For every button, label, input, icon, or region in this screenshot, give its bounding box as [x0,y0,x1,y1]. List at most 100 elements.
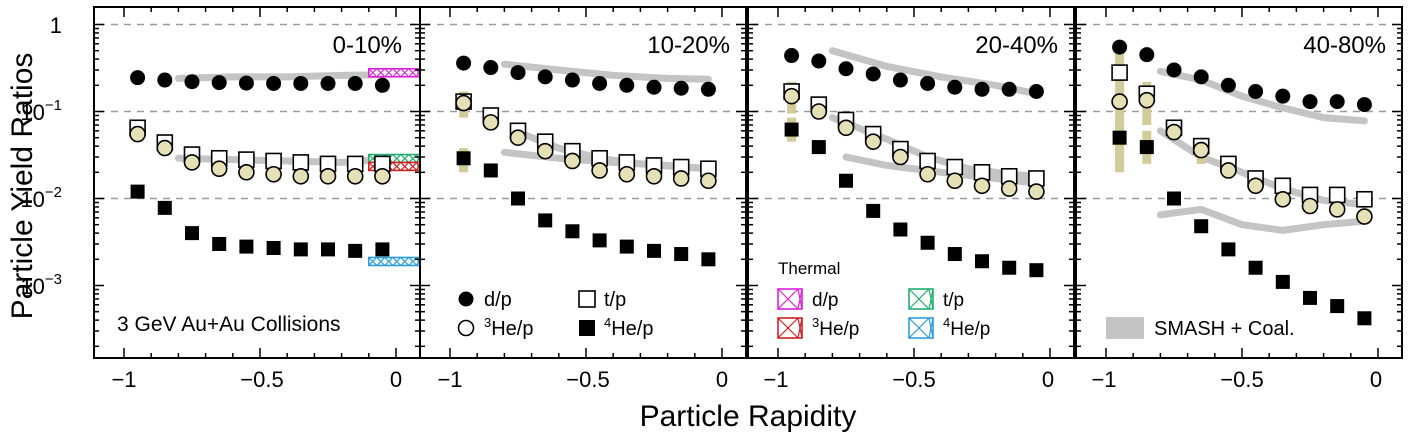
thermal-band-3hep-hatch [400,161,410,171]
point-he3p [346,167,364,185]
point-dp [1356,97,1372,113]
x-tick-label-p3-zero: 0 [1370,367,1382,392]
point-he4p [130,184,145,199]
point-he4p [239,239,254,254]
legend-tp-label: t/p [604,289,626,311]
point-he4p [947,247,962,262]
point-dp [811,53,827,69]
point-he4p [538,213,553,228]
thermal-band-4hep-hatch [400,257,410,266]
point-he4p [1139,140,1154,155]
point-he3p [1192,141,1210,159]
point-he4p [483,163,498,178]
legend-thermal-he3p-swatch-hatch [777,317,799,339]
point-dp [347,75,363,91]
legend-thermal-he3p-label: 3He/p [812,315,859,340]
legend-thermal-he3p-marker [777,317,803,339]
point-he4p [866,203,881,218]
legend-thermal-he4p-swatch [908,317,934,339]
point-dp [293,75,309,91]
thermal-band-dp-hatch [392,68,402,78]
point-dp [1329,94,1345,110]
x-tick-label-p2-zero: 0 [1042,367,1054,392]
thermal-band-3hep-hatch [392,161,402,171]
panel-20-40 [747,6,1075,359]
point-he4p [348,243,363,258]
legend-thermal-tp-swatch-hatch [908,288,930,310]
point-he3p [672,170,690,187]
point-dp [184,74,200,90]
legend-thermal-he4p-swatch-box [908,317,934,339]
legend-dp-label: d/p [484,289,512,311]
legend-data: d/p t/p 3He/p 4He/p [457,289,653,340]
point-dp [1028,83,1044,99]
x-tick-label-p2-neg1: −1 [763,367,788,392]
point-he4p [212,236,227,251]
legend-thermal-dp-swatch [777,288,803,310]
point-he3p [374,167,391,185]
point-he4p [619,239,634,254]
x-tick-label-p2-neg05: −0.5 [892,367,935,392]
point-dp [564,72,580,88]
point-he3p [892,148,909,166]
panel-frame [1075,6,1403,359]
point-he4p [1221,242,1236,257]
x-tick-labels: −1 −0.5 0 −1 −0.5 0 −1 −0.5 0 −1 −0.5 0 [111,367,1382,392]
thermal-band-4hep-hatch [376,257,386,266]
point-he3p [783,87,800,105]
point-dp [1220,77,1236,93]
legend-thermal-tp-swatch-hatch [928,288,934,310]
point-dp [1275,88,1291,104]
point-dp [619,77,635,93]
panel-title-40-80: 40-80% [1303,32,1386,59]
point-dp [1166,62,1182,78]
legend-he3p-marker [457,319,475,337]
thermal-band-tp-hatch [408,154,418,163]
point-he3p [129,125,146,143]
point-he3p [455,94,472,112]
thermal-band-dp [367,67,421,78]
thermal-band-tp-hatch [392,154,402,163]
legend-smash-swatch [1106,317,1144,339]
point-dp [483,60,499,76]
thermal-band-tp-hatch [400,154,410,163]
point-he3p [210,160,228,178]
y-tick-labels: 1 10−1 10−2 10−3 [20,13,62,299]
point-he4p [975,254,989,269]
point-he3p [319,167,337,185]
point-he3p [1220,162,1237,179]
point-he4p [1002,260,1017,275]
point-dp [673,80,689,96]
point-dp [865,66,881,82]
point-he3p [1111,93,1128,110]
point-he4p [1167,191,1181,206]
thermal-band-4hep-hatch [384,257,394,266]
point-he3p [1165,123,1183,141]
point-he4p [1303,290,1317,305]
point-dp [510,65,526,81]
point-dp [157,72,173,88]
point-he3p [946,172,964,190]
point-he3p [973,177,991,195]
point-dp [1193,69,1209,85]
point-he4p [266,240,281,255]
point-he3p [292,167,310,185]
point-he4p [565,224,580,239]
point-he4p [1112,130,1127,145]
x-tick-label-p3-neg1: −1 [1091,367,1116,392]
thermal-band-4hep-hatch [392,257,402,266]
point-he3p [1138,91,1156,109]
x-tick-label-p3-neg05: −0.5 [1220,367,1263,392]
point-he3p [536,142,554,160]
legend-thermal: Thermal d/p t/p 3He/p 4He/p [777,259,990,340]
collision-label: 3 GeV Au+Au Collisions [117,313,341,336]
point-he3p [591,162,608,179]
point-he4p [701,252,716,267]
point-he4p [1357,311,1372,326]
point-he4p [375,242,390,257]
point-he3p [1274,190,1292,208]
y-tick-label-1: 1 [50,13,62,38]
y-tick-label-0.01: 10−2 [20,184,62,212]
panel-10-20 [419,6,747,359]
